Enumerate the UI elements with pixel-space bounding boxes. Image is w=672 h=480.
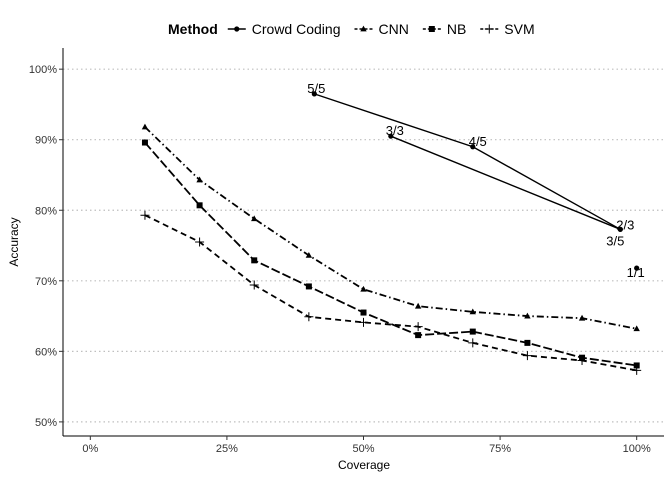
svm-point [522,351,532,361]
legend-label: CNN [378,21,408,37]
x-tick-label: 0% [82,443,98,455]
legend-marker [360,25,367,32]
svm-point [140,210,150,220]
x-axis-title: Coverage [338,458,390,472]
nb-point [305,283,312,290]
nb-point [469,328,476,335]
cnn-point [469,308,476,315]
legend-item-nb: NB [422,21,466,37]
cnn-point [414,302,422,309]
legend-marker [428,26,435,32]
svm-point [413,322,423,332]
nb-point [251,257,258,264]
y-tick-label: 90% [35,135,57,147]
crowd-coding-line [390,135,621,230]
legend-item-svm: SVM [480,21,535,37]
point-label: 1/1 [627,265,645,280]
legend: Method Crowd Coding CNN NB SVM [168,21,535,37]
cnn-point [305,252,313,258]
crowd-coding-point [634,265,640,271]
legend-label: SVM [504,21,534,37]
cnn-point [141,123,149,130]
legend-marker [234,26,240,32]
nb-point [141,139,148,146]
x-tick-label: 75% [489,443,511,455]
legend-item-crowd-coding: Crowd Coding [227,21,341,37]
legend-title: Method [168,21,218,37]
cnn-point [633,325,640,332]
point-label: 5/5 [307,81,325,96]
point-labels: 5/5 3/3 4/5 3/52/3 1/1 [307,81,644,280]
series-crowd-coding [311,91,640,271]
legend-marker [484,24,494,34]
y-tick-label: 80% [35,205,57,217]
nb-point [415,332,422,339]
y-tick-label: 100% [29,64,57,76]
legend-label: NB [447,21,466,37]
svm-line [144,214,637,372]
crowd-coding-point [311,91,317,97]
point-label: 2/3 [616,217,634,232]
y-tick-label: 60% [35,346,57,358]
svm-point [249,280,259,290]
series-cnn [141,123,640,332]
x-ticks: 0% 25% 50% 75% 100% [82,436,651,455]
cnn-point [524,312,531,319]
svm-point [304,312,314,322]
y-tick-label: 50% [35,417,57,429]
x-tick-label: 100% [623,443,651,455]
cnn-line [144,126,637,330]
point-label: 3/3 [386,123,404,138]
crowd-coding-point [617,226,623,232]
crowd-coding-point [388,133,394,139]
nb-point [360,309,367,316]
series-layer [140,91,642,375]
legend-label: Crowd Coding [252,21,341,37]
crowd-coding-point [470,144,476,150]
x-tick-label: 50% [352,443,374,455]
nb-point [196,202,203,209]
nb-point [524,339,531,346]
cnn-point [578,314,586,321]
x-tick-label: 25% [216,443,238,455]
axes [62,48,664,437]
svm-point [359,317,368,327]
point-label: 3/5 [606,233,624,248]
nb-point [633,362,640,369]
gridlines [63,68,664,423]
svm-point [468,338,478,348]
point-label: 4/5 [469,134,487,149]
legend-item-cnn: CNN [354,21,409,37]
cnn-point [251,215,258,222]
svm-point [577,356,587,366]
y-axis-title: Accuracy [7,217,21,266]
y-ticks: 50% 60% 70% 80% 90% 100% [29,64,63,429]
cnn-point [360,285,367,292]
crowd-coding-line [314,93,621,230]
nb-line [144,141,637,367]
y-tick-label: 70% [35,276,57,288]
series-nb [141,139,640,369]
svm-point [195,237,205,247]
svm-point [632,365,642,375]
cnn-point [196,176,203,183]
series-svm [140,210,642,375]
